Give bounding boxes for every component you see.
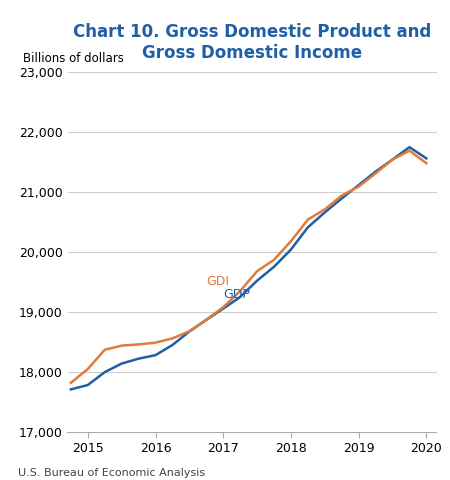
- Title: Chart 10. Gross Domestic Product and
Gross Domestic Income: Chart 10. Gross Domestic Product and Gro…: [73, 24, 431, 62]
- Text: U.S. Bureau of Economic Analysis: U.S. Bureau of Economic Analysis: [18, 468, 205, 478]
- Text: GDI: GDI: [206, 275, 230, 288]
- Text: GDP: GDP: [223, 288, 250, 301]
- Text: Billions of dollars: Billions of dollars: [23, 52, 124, 65]
